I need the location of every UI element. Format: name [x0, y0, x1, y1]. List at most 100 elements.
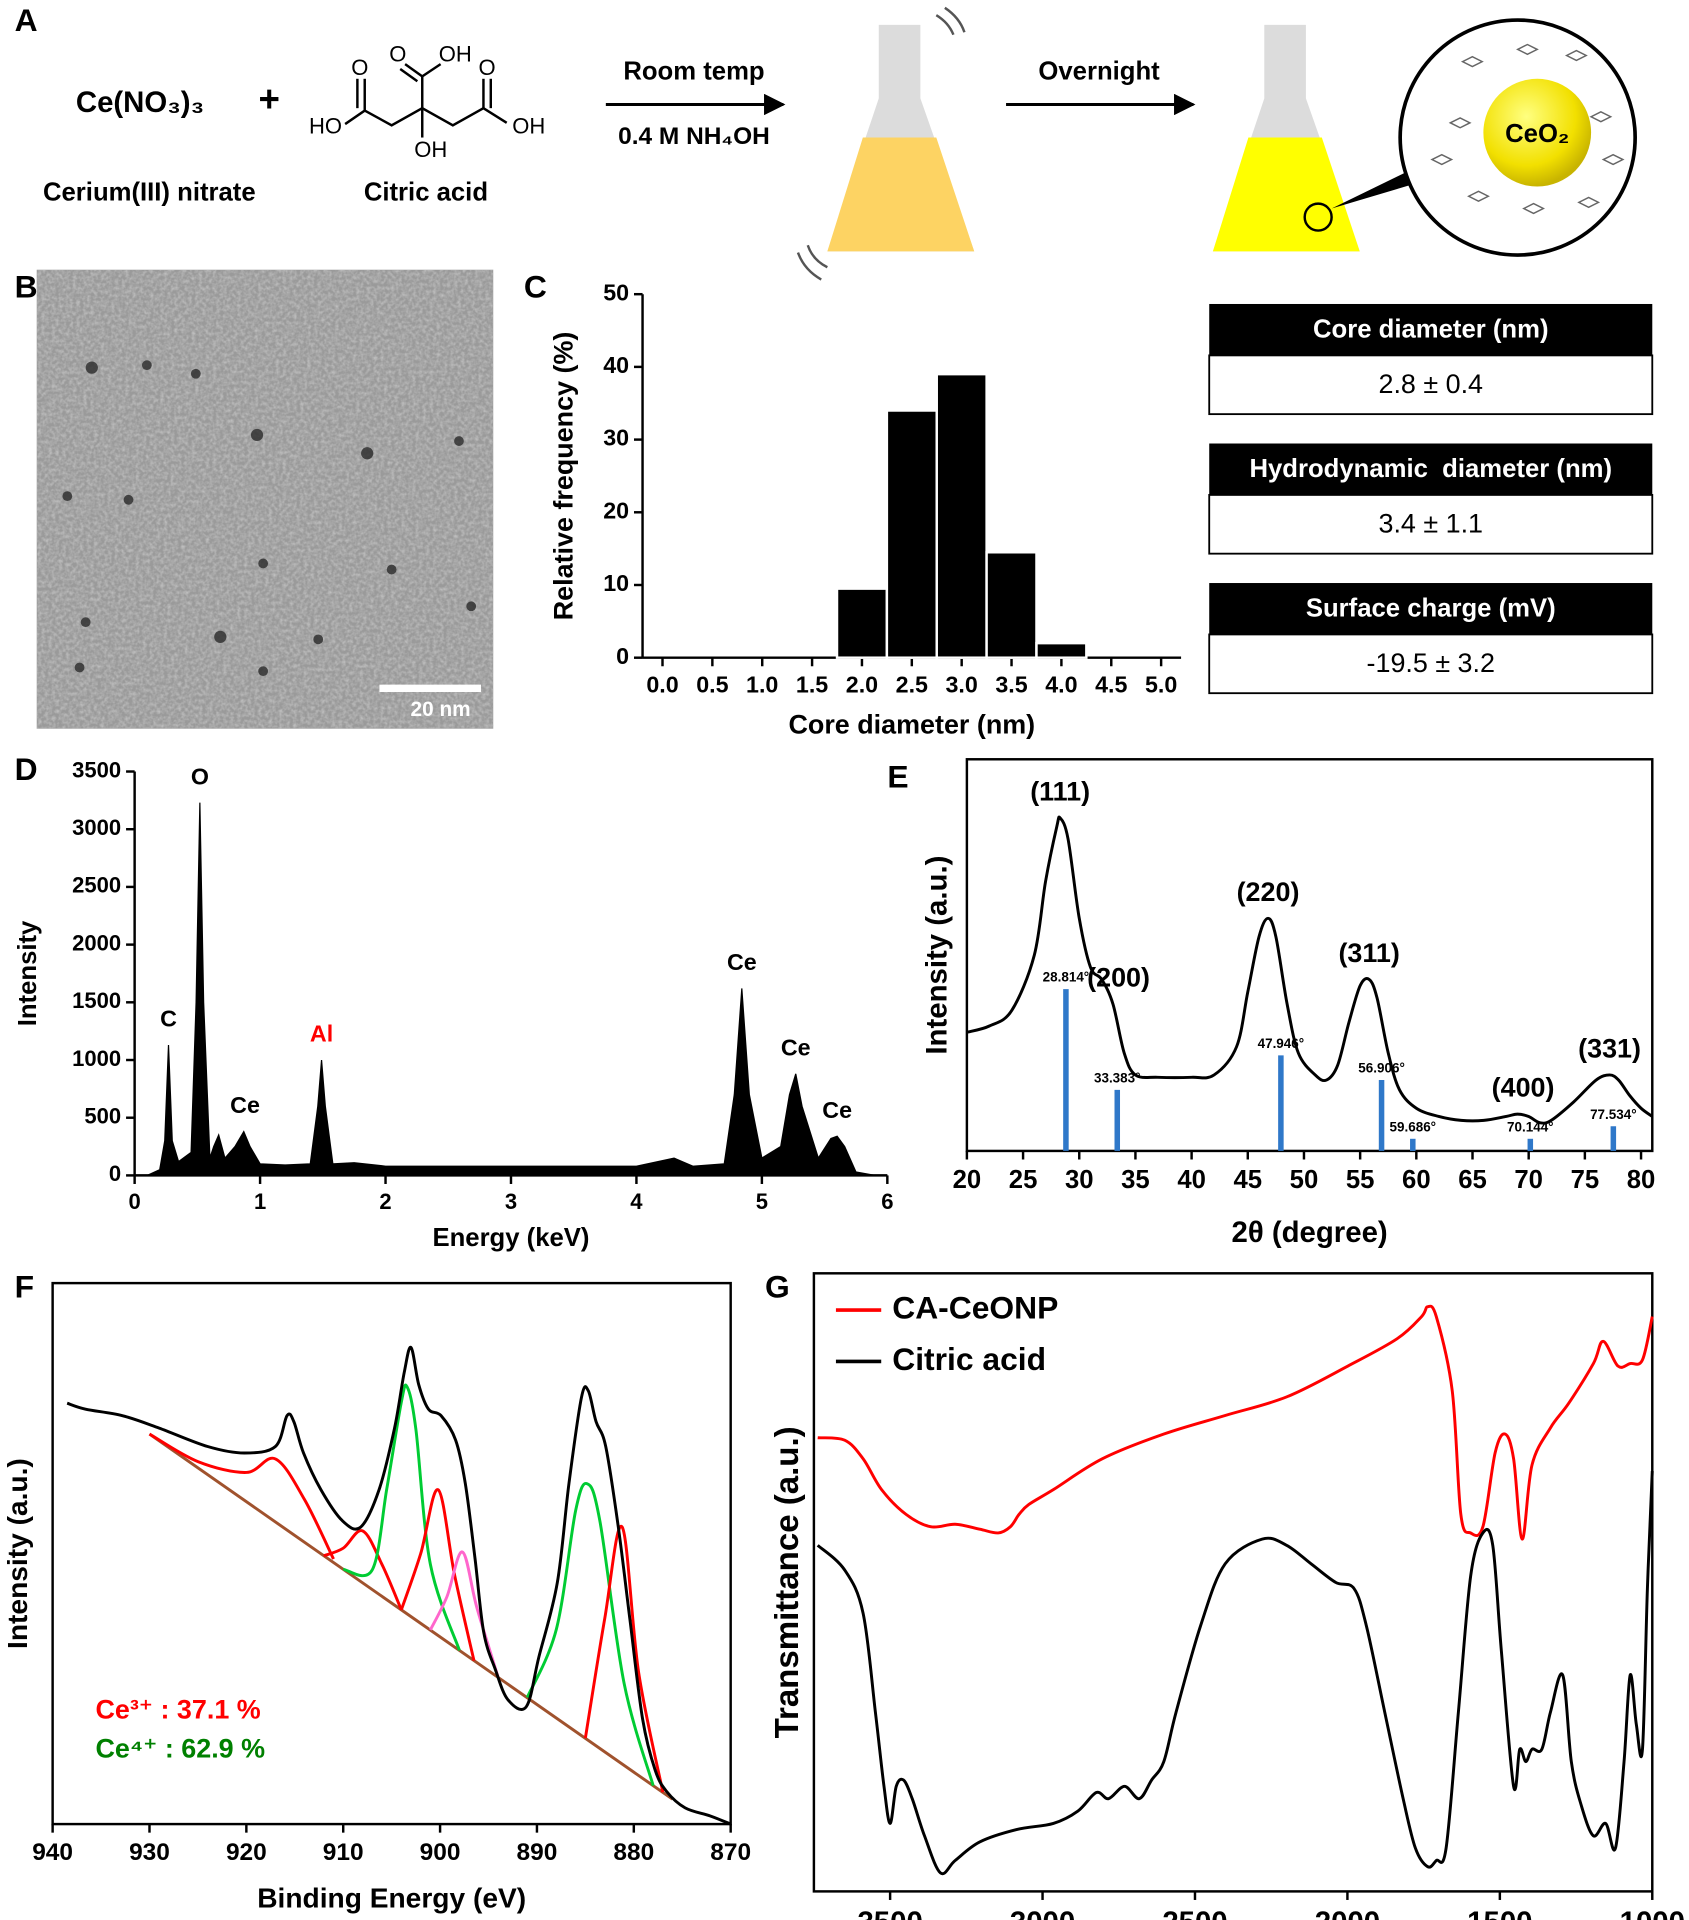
annotation: (400) [1492, 1073, 1555, 1103]
annotation: O [191, 763, 209, 789]
spectrum-area [146, 802, 888, 1177]
x-tick-label: 60 [1402, 1166, 1431, 1194]
x-axis-title: Binding Energy (eV) [257, 1882, 526, 1913]
annotation: Ce³⁺ : 37.1 % [95, 1695, 260, 1725]
table-header: Surface charge (mV) [1306, 595, 1556, 623]
y-tick-label: 2500 [72, 873, 121, 898]
scheme: Ce(NO₃)₃ Cerium(III) nitrate + O OH O HO… [43, 6, 1637, 281]
citric-acid-structure [344, 63, 508, 138]
legend-label: Citric acid [892, 1341, 1046, 1377]
x-tick-label: 0.5 [696, 671, 728, 697]
y-tick-label: 2000 [72, 930, 121, 955]
y-tick-label: 500 [84, 1104, 121, 1129]
y-axis-title: Intensity (a.u.) [921, 856, 954, 1055]
scale-bar-label: 20 nm [411, 698, 471, 721]
x-tick-label: 5 [756, 1189, 768, 1214]
x-tick-label: 3500 [857, 1906, 922, 1920]
x-tick-label: 3.0 [946, 671, 978, 697]
series-line [525, 1482, 655, 1787]
y-tick-label: 30 [603, 425, 629, 451]
x-tick-label: 890 [517, 1839, 558, 1866]
step-label: Overnight [1038, 57, 1160, 85]
x-tick-label: 6 [881, 1189, 893, 1214]
series-line [583, 1524, 665, 1793]
x-tick-label: 80 [1627, 1166, 1656, 1194]
x-tick-label: 20 [953, 1166, 982, 1194]
x-tick-label: 900 [420, 1839, 461, 1866]
series-line [148, 1432, 674, 1801]
annotation: (331) [1578, 1034, 1641, 1064]
series-line [342, 1383, 461, 1651]
x-tick-label: 45 [1234, 1166, 1263, 1194]
plot-frame [51, 1281, 732, 1826]
x-tick-label: 2500 [1162, 1906, 1227, 1920]
panel-label: A [15, 2, 38, 38]
reference-label: 56.906° [1358, 1061, 1405, 1076]
x-axis-title: 2θ (degree) [1231, 1216, 1387, 1249]
y-tick-label: 40 [603, 352, 629, 378]
x-tick-label: 880 [613, 1839, 654, 1866]
particle-label: CeO₂ [1505, 120, 1569, 148]
x-axis-title: Energy (keV) [432, 1224, 589, 1252]
flask [796, 6, 975, 281]
x-tick-label: 3000 [1010, 1906, 1075, 1920]
y-tick-label: 3000 [72, 815, 121, 840]
reference-label: 70.144° [1507, 1119, 1554, 1134]
y-tick-label: 1500 [72, 988, 121, 1013]
atom-label: OH [512, 114, 545, 139]
property-tables: Core diameter (nm) 2.8 ± 0.4 Hydrodynami… [1208, 303, 1654, 695]
step-label: Room temp [623, 57, 764, 85]
x-tick-label: 40 [1177, 1166, 1206, 1194]
x-tick-label: 940 [32, 1839, 73, 1866]
x-tick-label: 30 [1065, 1166, 1094, 1194]
series-line [966, 815, 1654, 1125]
legend-label: CA-CeONP [892, 1289, 1058, 1325]
x-tick-label: 1 [254, 1189, 266, 1214]
panel-label: F [15, 1269, 34, 1305]
table-header: Core diameter (nm) [1313, 316, 1549, 344]
atom-label: O [479, 55, 496, 80]
x-tick-label: 920 [226, 1839, 267, 1866]
x-tick-label: 1.0 [746, 671, 778, 697]
series-line [399, 1488, 476, 1662]
annotation: Ce [727, 949, 757, 975]
x-tick-label: 1500 [1467, 1906, 1532, 1920]
x-tick-label: 50 [1290, 1166, 1319, 1194]
x-tick-label: 35 [1121, 1166, 1150, 1194]
atom-label: O [351, 55, 368, 80]
micrograph: 20 nm [36, 269, 494, 729]
x-tick-label: 4.5 [1095, 671, 1127, 697]
series-line [816, 1471, 1654, 1876]
x-tick-label: 2000 [1315, 1906, 1380, 1920]
plot-frame [812, 1272, 1654, 1893]
reference-label: 77.534° [1590, 1107, 1637, 1122]
histogram-bar [885, 409, 938, 659]
panel-label: C [524, 269, 547, 305]
y-tick-label: 0 [616, 643, 629, 669]
annotation: Ce [781, 1035, 811, 1061]
table-value: 2.8 ± 0.4 [1378, 369, 1483, 399]
table-value: 3.4 ± 1.1 [1378, 509, 1483, 539]
reactant: Ce(NO₃)₃ [76, 86, 204, 119]
x-tick-label: 3.5 [995, 671, 1027, 697]
series-line [323, 1529, 403, 1611]
citric-acid-atoms: O OH O HO O OH OH [309, 41, 545, 161]
panel-label: B [15, 269, 38, 305]
x-tick-label: 75 [1571, 1166, 1600, 1194]
histogram-bar [1035, 641, 1088, 659]
y-tick-label: 1000 [72, 1046, 121, 1071]
y-tick-label: 10 [603, 570, 629, 596]
annotation: (311) [1338, 938, 1399, 968]
flask: CeO₂ [1212, 18, 1637, 257]
y-axis-title: Intensity (a.u.) [2, 1458, 33, 1649]
x-tick-label: 2 [379, 1189, 391, 1214]
table-value: -19.5 ± 3.2 [1367, 648, 1495, 678]
x-tick-label: 0 [129, 1189, 141, 1214]
plot-frame [965, 758, 1654, 1153]
x-tick-label: 4 [630, 1189, 643, 1214]
x-tick-label: 2.5 [896, 671, 928, 697]
x-tick-label: 1000 [1620, 1906, 1685, 1920]
x-tick-label: 70 [1514, 1166, 1543, 1194]
